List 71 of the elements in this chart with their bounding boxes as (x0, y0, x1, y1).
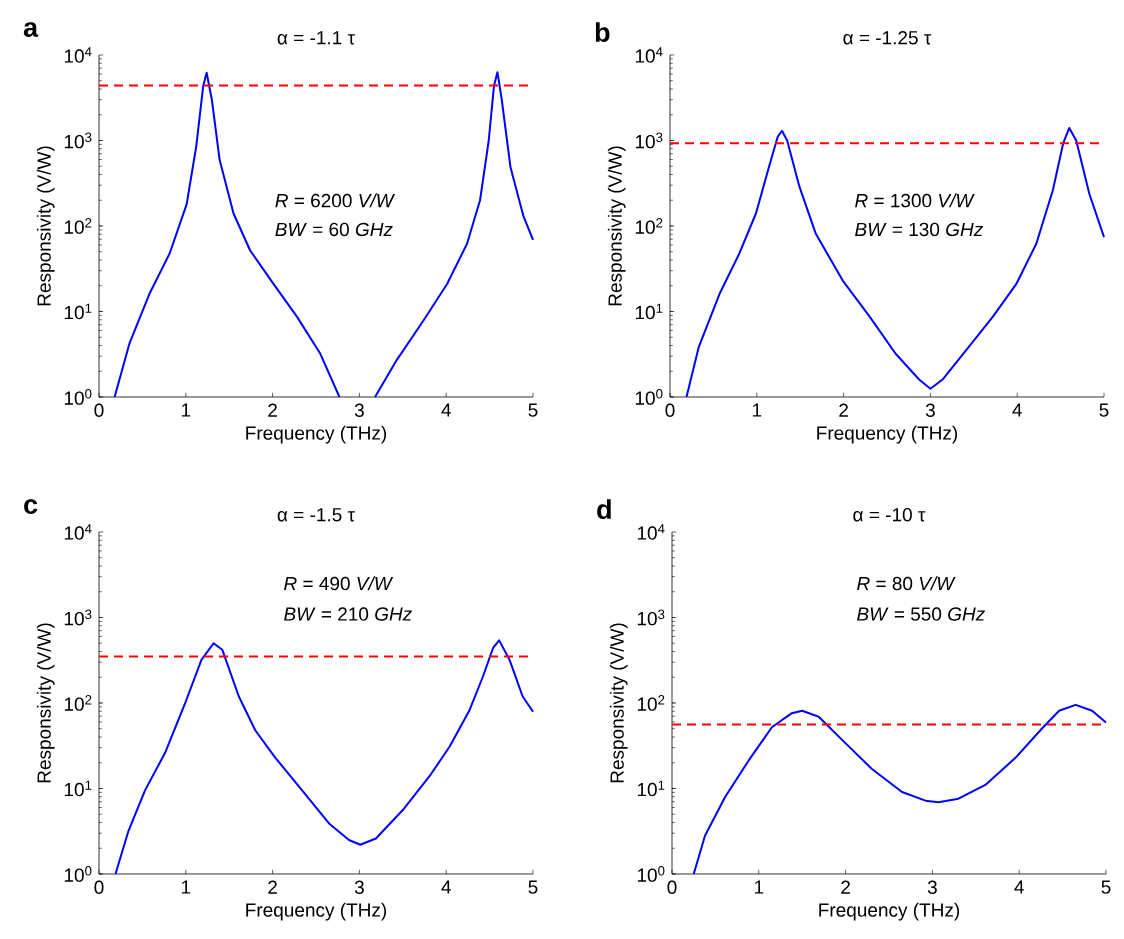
text: b (595, 22, 610, 43)
y-tick-label: 10$^{3}$ (64, 132, 92, 149)
x-axis-title: Frequency (THz) (819, 902, 960, 921)
text: c (24, 499, 38, 514)
annotation: R = 490 V/W (284, 576, 394, 591)
y-tick-label: 10$^{1}$ (637, 780, 665, 797)
y-tick-label: 10$^{1}$ (64, 780, 92, 797)
x-tick-label: 5 (528, 403, 538, 417)
annotation: R = 80 V/W (857, 576, 956, 591)
chart-title: α = -1.1 τ (277, 31, 355, 45)
x-tick-label: 2 (268, 880, 277, 894)
y-tick-label: 10$^{0}$ (64, 389, 92, 405)
y-tick-label: 10$^{3}$ (635, 132, 663, 149)
y-tick-label: 10$^{1}$ (635, 303, 663, 320)
text: a (23, 22, 39, 37)
x-tick-label: 2 (268, 403, 277, 417)
annotation: R = 6200 V/W (275, 193, 396, 208)
y-tick-label: 10$^{0}$ (64, 866, 92, 882)
x-axis-title: Frequency (THz) (246, 425, 387, 444)
x-axis-title: Frequency (THz) (246, 902, 387, 921)
y-tick-label: 10$^{0}$ (637, 866, 665, 882)
x-tick-label: 2 (841, 880, 850, 894)
annotation: BW = 60 GHz (275, 222, 393, 237)
x-tick-label: 1 (754, 880, 764, 894)
x-tick-label: 5 (528, 880, 538, 894)
x-tick-label: 5 (1101, 880, 1111, 894)
x-tick-label: 5 (1099, 403, 1109, 417)
x-tick-label: 1 (181, 880, 191, 894)
y-tick-label: 10$^{1}$ (64, 303, 92, 320)
line-series (685, 126, 1105, 398)
x-tick-label: 1 (181, 403, 191, 417)
y-tick-label: 10$^{4}$ (637, 524, 665, 540)
y-tick-label: 10$^{2}$ (64, 695, 92, 711)
x-tick-label: 4 (1014, 880, 1024, 894)
x-tick-label: 3 (354, 880, 364, 894)
line-series (114, 639, 534, 875)
y-tick-label: 10$^{0}$ (635, 389, 663, 405)
x-tick-label: 0 (94, 403, 104, 417)
y-tick-label: 10$^{2}$ (64, 218, 92, 234)
line-series (692, 703, 1107, 875)
y-tick-label: 10$^{3}$ (64, 609, 92, 626)
x-tick-label: 2 (839, 403, 848, 417)
chart-title: α = -10 τ (853, 508, 926, 522)
x-tick-label: 0 (94, 880, 104, 894)
annotation: BW = 550 GHz (857, 607, 985, 621)
y-axis-title: Responsivity (V/W) (607, 146, 626, 306)
y-axis-title: Responsivity (V/W) (609, 623, 628, 783)
x-axis-title: Frequency (THz) (817, 425, 958, 444)
chart-title: α = -1.25 τ (843, 31, 932, 45)
x-tick-label: 0 (667, 880, 677, 894)
y-tick-label: 10$^{2}$ (635, 218, 663, 234)
y-tick-label: 10$^{2}$ (637, 695, 665, 711)
y-tick-label: 10$^{3}$ (637, 609, 665, 626)
x-tick-label: 4 (1012, 403, 1022, 417)
annotation: R = 1300 V/W (855, 193, 975, 208)
x-tick-label: 3 (354, 403, 364, 417)
x-tick-label: 4 (441, 403, 451, 417)
y-tick-label: 10$^{4}$ (64, 47, 92, 63)
x-tick-label: 3 (927, 880, 937, 894)
y-tick-label: 10$^{4}$ (635, 47, 663, 63)
chart-title: α = -1.5 τ (277, 508, 355, 522)
x-tick-label: 1 (752, 403, 762, 417)
annotation: BW = 130 GHz (855, 222, 983, 237)
y-axis-title: Responsivity (V/W) (36, 146, 55, 306)
x-tick-label: 3 (925, 403, 935, 417)
y-tick-label: 10$^{4}$ (64, 524, 92, 540)
x-tick-label: 0 (665, 403, 675, 417)
annotation: BW = 210 GHz (284, 607, 412, 621)
y-axis-title: Responsivity (V/W) (36, 623, 55, 783)
x-tick-label: 4 (441, 880, 451, 894)
text: d (597, 499, 611, 520)
